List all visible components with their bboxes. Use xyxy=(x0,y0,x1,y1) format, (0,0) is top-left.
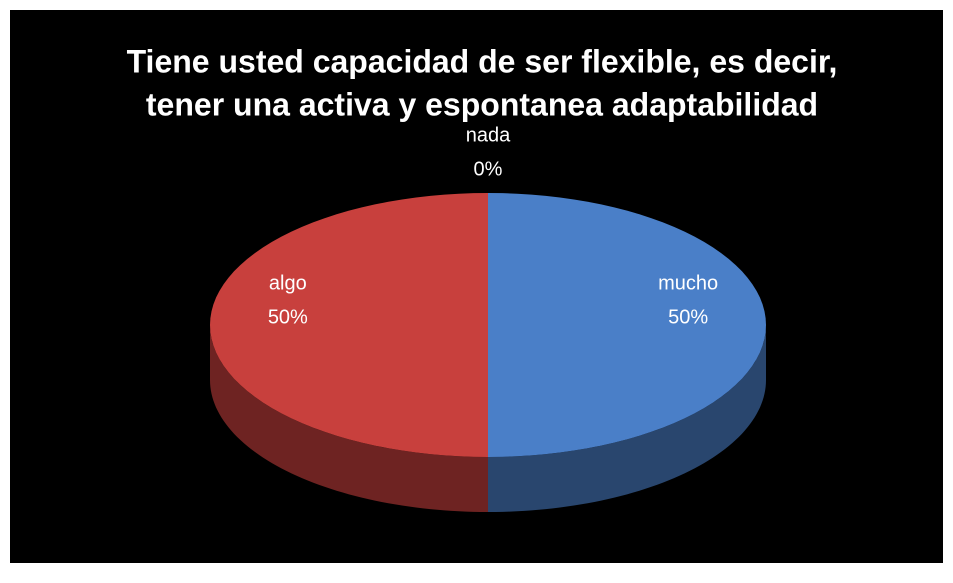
data-label-name: mucho xyxy=(658,272,718,294)
data-label-value: 50% xyxy=(268,306,308,328)
data-label-name: nada xyxy=(466,125,511,147)
data-label-name: algo xyxy=(269,272,307,294)
slice-side xyxy=(210,325,488,512)
data-label-value: 0% xyxy=(474,159,503,181)
slice-side xyxy=(488,325,766,512)
slice xyxy=(488,193,766,457)
data-label-value: 50% xyxy=(668,306,708,328)
chart-title: Tiene usted capacidad de ser flexible, e… xyxy=(127,43,838,79)
slice xyxy=(210,193,488,457)
chart-title: tener una activa y espontanea adaptabili… xyxy=(146,86,818,122)
